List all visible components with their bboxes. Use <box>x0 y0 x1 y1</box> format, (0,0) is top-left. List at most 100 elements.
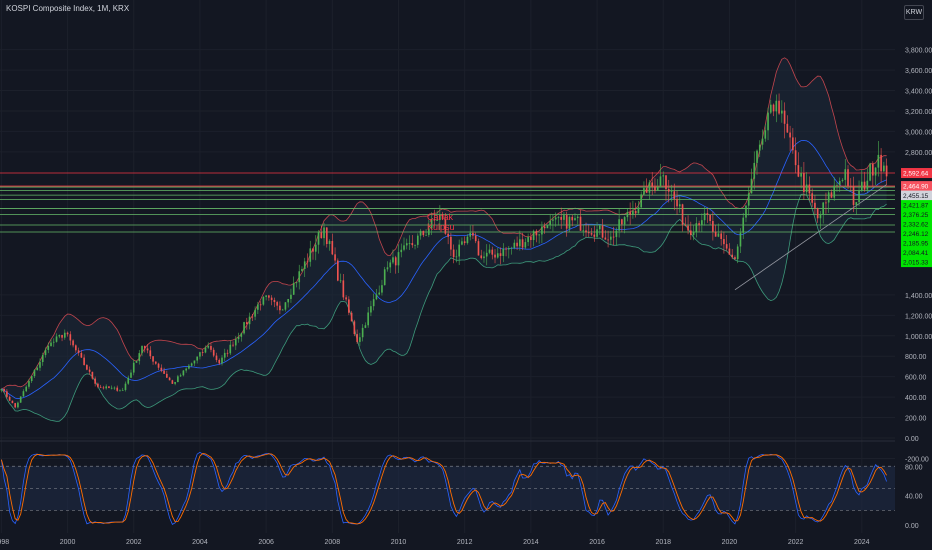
annotation-text: Çanak <box>427 212 454 222</box>
time-tick-label: 2022 <box>788 539 804 546</box>
candle-body <box>485 252 488 257</box>
candle-body <box>298 271 301 283</box>
price-level-text: 2,464.90 <box>903 184 929 191</box>
candle-body <box>22 391 25 397</box>
candle-body <box>47 346 50 350</box>
candle-body <box>94 378 96 384</box>
candle-body <box>323 227 325 239</box>
time-tick-label: 2014 <box>523 539 539 546</box>
candle-body <box>601 225 604 238</box>
candle-body <box>254 309 256 317</box>
price-tick-label: 400.00 <box>905 395 927 402</box>
candle-body <box>25 386 28 392</box>
bollinger-band-fill <box>1 57 887 422</box>
candle-body <box>138 353 141 362</box>
candle-body <box>439 214 441 221</box>
candle-body <box>516 242 518 247</box>
candle-body <box>596 229 598 237</box>
trendline[interactable] <box>734 184 887 291</box>
candle-body <box>637 207 640 214</box>
candle-body <box>436 220 438 221</box>
candle-body <box>483 256 485 259</box>
candle-body <box>237 336 240 340</box>
candle-body <box>541 226 543 235</box>
candle-body <box>331 241 334 255</box>
candle-body <box>869 163 871 181</box>
candle-body <box>284 302 287 310</box>
price-level-tag <box>901 247 932 258</box>
candle-body <box>706 213 709 215</box>
candle-body <box>866 180 869 190</box>
candle-body <box>63 332 66 338</box>
currency-button[interactable]: KRW <box>904 5 924 20</box>
candle-body <box>507 248 510 250</box>
candle-body <box>279 305 281 311</box>
price-level-text: 2,421.87 <box>903 203 929 210</box>
candle-body <box>190 363 193 366</box>
candle-body <box>419 230 422 236</box>
candle-body <box>557 216 560 218</box>
stochastic-axis[interactable]: 80.00 40.00 0.00 <box>905 464 923 530</box>
candle-body <box>648 182 651 193</box>
price-tick-label: 3,400.00 <box>905 89 932 96</box>
candle-body <box>761 138 764 145</box>
candle-body <box>703 213 706 221</box>
price-axis[interactable]: 3,800.00 3,600.00 3,400.00 3,200.00 3,000.00… <box>905 48 932 464</box>
candle-body <box>855 202 858 205</box>
candle-body <box>458 244 460 257</box>
price-level-tag <box>901 238 932 249</box>
candle-body <box>152 356 154 362</box>
candle-body <box>477 241 480 256</box>
candle-body <box>394 257 397 266</box>
candle-body <box>281 309 284 311</box>
price-tick-label: 3,000.00 <box>905 129 932 136</box>
candle-body <box>97 383 99 387</box>
candle-body <box>833 185 836 198</box>
annotation-text: Kulpsu <box>427 222 455 232</box>
price-tick-label: 0.00 <box>905 436 919 443</box>
price-tick-label: 800.00 <box>905 354 927 361</box>
price-level-tag <box>901 190 932 201</box>
time-tick-label: 2020 <box>722 539 738 546</box>
time-tick-label: 1998 <box>0 539 9 546</box>
candle-body <box>681 204 684 225</box>
candle-body <box>80 352 83 358</box>
candle-body <box>825 202 827 204</box>
candle-body <box>800 172 802 177</box>
candle-body <box>383 269 386 286</box>
candle-body <box>629 212 631 215</box>
candle-body <box>28 381 30 387</box>
candle-body <box>579 216 582 231</box>
candle-body <box>14 403 16 408</box>
candle-body <box>361 327 364 338</box>
candle-body <box>598 225 601 230</box>
price-level-text: 2,455.15 <box>903 193 929 200</box>
price-tick-label: 2,800.00 <box>905 150 932 157</box>
candle-body <box>265 295 267 297</box>
candle-body <box>212 349 215 356</box>
candle-body <box>339 280 342 282</box>
candle-body <box>174 381 176 384</box>
candle-body <box>397 252 400 266</box>
price-level-tag <box>901 209 932 220</box>
candle-body <box>149 350 152 357</box>
candle-body <box>772 104 775 112</box>
candle-body <box>698 223 700 226</box>
candle-body <box>201 352 204 353</box>
candle-body <box>287 298 290 303</box>
candle-body <box>268 295 270 298</box>
candle-body <box>450 236 452 250</box>
candle-body <box>381 285 383 293</box>
candle-body <box>441 214 444 220</box>
price-level-tag <box>901 181 932 192</box>
candle-body <box>731 254 734 258</box>
candle-body <box>146 348 149 351</box>
candle-body <box>185 368 187 371</box>
candle-body <box>143 346 146 349</box>
candle-body <box>168 377 171 381</box>
time-axis[interactable]: 1998 2000 2002 2004 2006 2008 2010 2012 2014 2016… <box>0 539 870 546</box>
price-tick-label: 200.00 <box>905 416 927 423</box>
candle-body <box>665 175 667 190</box>
candle-body <box>356 334 358 342</box>
